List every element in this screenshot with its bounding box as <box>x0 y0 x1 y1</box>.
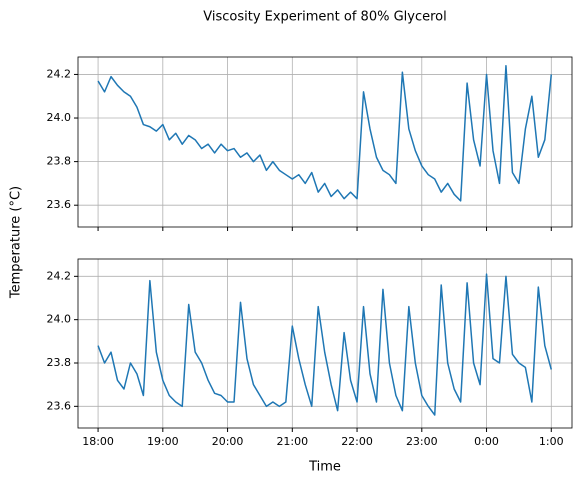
axes-frame <box>77 56 573 228</box>
x-tick-label: 0:00 <box>474 435 499 448</box>
figure-title: Viscosity Experiment of 80% Glycerol <box>203 10 446 25</box>
y-tick-label: 23.6 <box>47 198 72 211</box>
x-tick-label: 19:00 <box>147 435 179 448</box>
x-tick-label: 21:00 <box>276 435 308 448</box>
data-line <box>97 273 553 416</box>
y-tick-label: 24.2 <box>47 67 72 80</box>
x-tick-label: 23:00 <box>406 435 438 448</box>
x-tick-label: 20:00 <box>212 435 244 448</box>
y-tick-label: 23.6 <box>47 399 72 412</box>
y-tick-label: 24.0 <box>47 111 72 124</box>
x-tick-label: 22:00 <box>341 435 373 448</box>
x-tick-label: 18:00 <box>82 435 114 448</box>
x-tick-label: 1:00 <box>539 435 564 448</box>
axes-frame <box>77 258 573 429</box>
y-tick-label: 24.2 <box>47 269 72 282</box>
x-axis-label: Time <box>308 460 341 475</box>
y-tick-label: 23.8 <box>47 155 72 168</box>
y-axis-label: Temperature (°C) <box>9 186 24 299</box>
y-tick-label: 23.8 <box>47 356 72 369</box>
data-line <box>97 64 553 202</box>
y-tick-label: 24.0 <box>47 313 72 326</box>
